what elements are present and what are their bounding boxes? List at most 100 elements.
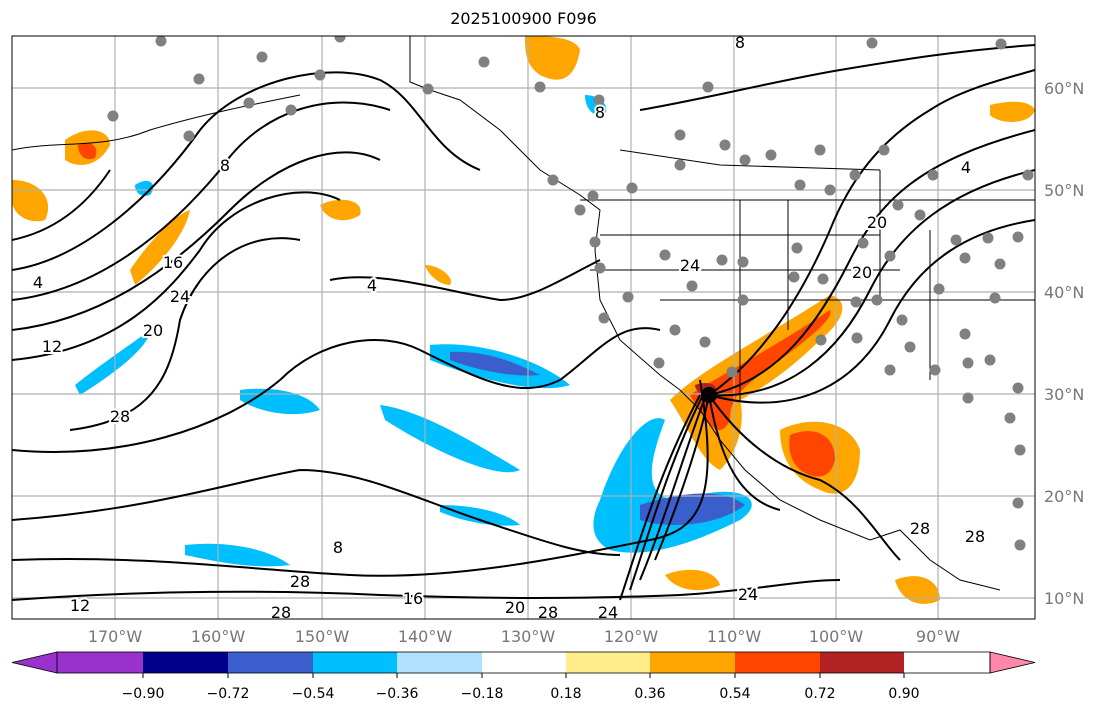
positive-region <box>320 199 361 221</box>
station-marker <box>737 294 749 306</box>
longitude-label: 120°W <box>604 627 659 646</box>
station-marker <box>737 256 749 268</box>
colorbar-segment <box>397 652 482 673</box>
station-marker <box>892 199 904 211</box>
colorbar-tick-label: 0.90 <box>888 686 919 702</box>
contour-label: 4 <box>33 273 43 292</box>
station-marker <box>904 341 916 353</box>
station-marker <box>791 242 803 254</box>
station-marker <box>824 184 836 196</box>
station-marker <box>884 364 896 376</box>
colorbar-tick-label: 0.54 <box>719 686 750 702</box>
positive-region <box>665 569 720 591</box>
station-marker <box>871 294 883 306</box>
station-marker <box>884 250 896 262</box>
station-marker <box>989 292 1001 304</box>
station-marker <box>155 36 167 47</box>
station-marker <box>959 328 971 340</box>
contour-label: 24 <box>680 256 700 275</box>
colorbar-segment <box>313 652 397 673</box>
station-marker <box>719 139 731 151</box>
low-center <box>701 387 717 403</box>
contour-label: 24 <box>598 603 618 622</box>
station-marker <box>478 56 490 68</box>
station-marker <box>1012 231 1024 243</box>
station-marker <box>959 252 971 264</box>
contour-label: 20 <box>867 213 887 232</box>
contour-label: 28 <box>110 407 130 426</box>
station-marker <box>878 144 890 156</box>
contour-lines <box>12 44 1035 601</box>
latitude-label: 50°N <box>1044 181 1084 200</box>
contour-label: 20 <box>852 263 872 282</box>
station-marker <box>256 51 268 63</box>
colorbar-tick-label: 0.18 <box>550 686 581 702</box>
negative-region <box>380 405 520 473</box>
map-title: 2025100900 F096 <box>450 9 597 28</box>
colorbar-segment <box>57 652 143 673</box>
station-marker <box>984 354 996 366</box>
station-marker <box>933 283 945 295</box>
positive-region <box>690 310 831 431</box>
contour-label: 12 <box>70 596 90 615</box>
contour-label: 8 <box>220 156 230 175</box>
contour-label: 28 <box>538 603 558 622</box>
colorbar-segment <box>566 652 650 673</box>
colorbar-segment <box>143 652 228 673</box>
contour-label: 8 <box>735 33 745 52</box>
latitude-label: 20°N <box>1044 487 1084 506</box>
longitude-label: 100°W <box>809 627 864 646</box>
positive-region <box>525 36 580 80</box>
station-marker <box>765 149 777 161</box>
colorbar: −0.90 −0.72 −0.54 −0.36 −0.18 0.18 0.36 0.54 0.7… <box>11 651 1036 702</box>
colorbar-min-extension <box>11 651 58 674</box>
latitude-label: 40°N <box>1044 283 1084 302</box>
station-marker <box>815 334 827 346</box>
colorbar-tick-label: −0.36 <box>376 686 419 702</box>
negative-region <box>450 351 540 376</box>
contour-label: 28 <box>290 572 310 591</box>
longitude-label: 170°W <box>88 627 143 646</box>
latitude-label: 10°N <box>1044 589 1084 608</box>
station-marker <box>851 332 863 344</box>
station-marker <box>896 314 908 326</box>
station-marker <box>962 392 974 404</box>
colorbar-segment <box>482 652 566 673</box>
colorbar-tick-label: 0.36 <box>634 686 665 702</box>
contour-label: 8 <box>333 538 343 557</box>
station-marker <box>547 174 559 186</box>
station-marker <box>850 296 862 308</box>
colorbar-tick-label: −0.90 <box>122 686 165 702</box>
station-marker <box>674 159 686 171</box>
station-marker <box>1014 444 1026 456</box>
positive-region <box>78 143 97 160</box>
station-marker <box>686 280 698 292</box>
station-marker <box>739 154 751 166</box>
station-marker <box>314 69 326 81</box>
station-marker <box>982 232 994 244</box>
station-marker <box>929 364 941 376</box>
colorbar-tick-label: −0.72 <box>207 686 250 702</box>
contour-label: 16 <box>403 589 423 608</box>
contour-label: 12 <box>42 337 62 356</box>
longitude-label: 110°W <box>707 627 762 646</box>
contour-label: 24 <box>738 585 758 604</box>
station-marker <box>653 357 665 369</box>
colorbar-outline <box>56 651 991 674</box>
station-marker <box>726 366 738 378</box>
contour-label: 20 <box>505 598 525 617</box>
positive-region <box>895 576 940 604</box>
negative-region <box>75 330 150 395</box>
contour-label: 28 <box>965 527 985 546</box>
station-marker <box>702 81 714 93</box>
station-marker <box>788 271 800 283</box>
station-marker <box>716 254 728 266</box>
station-marker <box>622 291 634 303</box>
latitude-label: 30°N <box>1044 385 1084 404</box>
station-marker <box>794 179 806 191</box>
positive-region <box>425 265 451 285</box>
station-marker <box>626 182 638 194</box>
station-marker <box>183 130 195 142</box>
colorbar-max-extension <box>989 651 1036 674</box>
